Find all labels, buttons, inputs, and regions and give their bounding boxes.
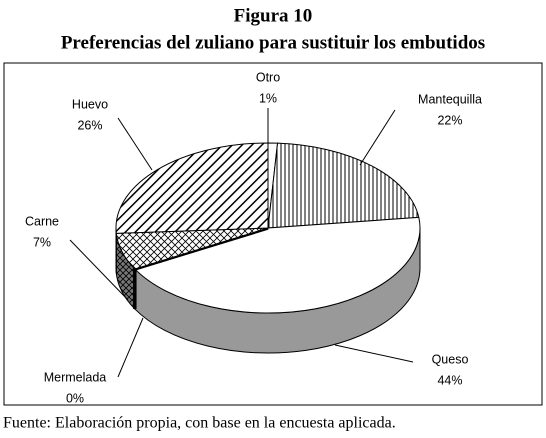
pie-slice: [267, 142, 420, 229]
value-label: 0%: [66, 391, 84, 405]
leader-line: [117, 117, 153, 171]
value-label: 44%: [437, 373, 462, 387]
slice-label: Huevo: [72, 97, 108, 111]
leader-line: [334, 344, 414, 363]
value-label: 22%: [437, 113, 462, 127]
slice-label: Mermelada: [44, 370, 107, 384]
plot-frame: [3, 62, 543, 406]
value-label: 1%: [259, 91, 277, 105]
slice-label: Mantequilla: [418, 92, 482, 106]
chart-subtitle: Preferencias del zuliano para sustituir …: [61, 32, 485, 53]
source-note: Fuente: Elaboración propia, con base en …: [3, 415, 396, 432]
slice-label: Otro: [256, 70, 280, 84]
pie-slice: [115, 142, 269, 234]
leader-line: [117, 317, 144, 378]
value-label: 26%: [77, 118, 102, 132]
leader-line: [359, 109, 396, 166]
value-label: 7%: [33, 235, 51, 249]
pie-slice: [133, 216, 421, 314]
slice-label: Queso: [432, 352, 469, 366]
slice-label: Carne: [25, 214, 59, 228]
leader-line: [69, 239, 129, 301]
chart-title: Figura 10: [234, 5, 313, 26]
